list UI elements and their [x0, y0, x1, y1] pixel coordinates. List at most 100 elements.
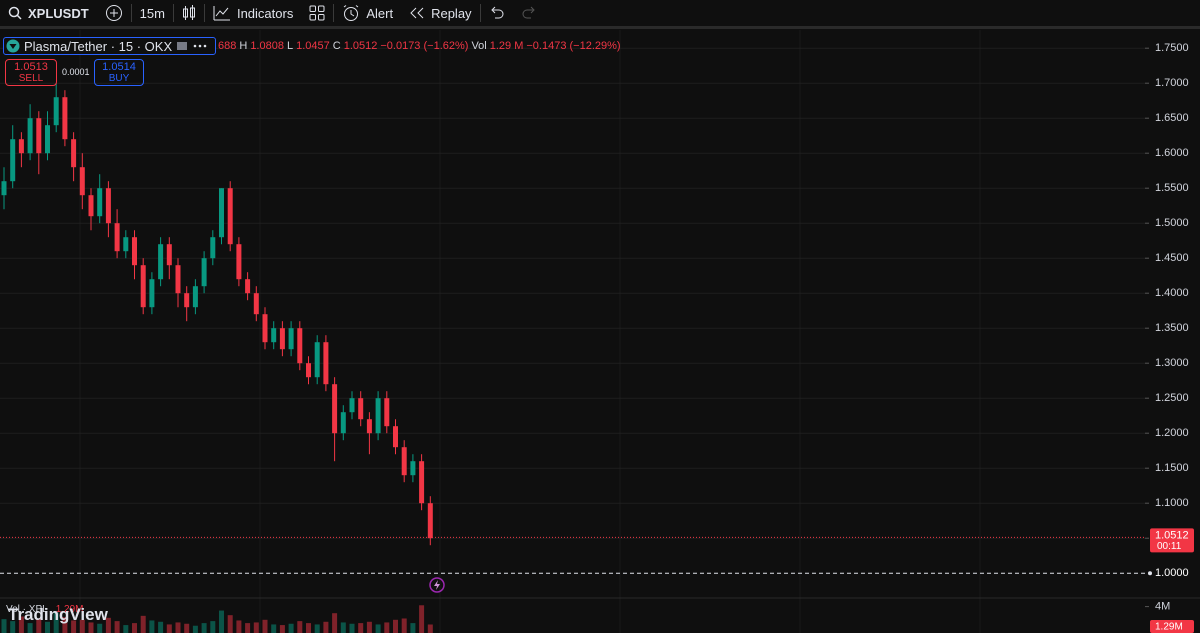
separator: [172, 4, 174, 22]
volume-bar: [158, 621, 164, 633]
candle-body: [427, 503, 433, 539]
event-marker: [429, 577, 445, 593]
volume-bar: [53, 612, 59, 633]
candle-body: [71, 139, 77, 168]
y-tick-label: 1.3500: [1155, 322, 1189, 334]
volume-bar: [210, 621, 216, 633]
candle-body: [245, 279, 251, 294]
indicators-button[interactable]: Indicators: [205, 0, 301, 26]
volume-bar: [227, 615, 233, 633]
volume-bar: [306, 623, 311, 633]
undo-icon: [490, 6, 504, 19]
volume-bar: [314, 624, 320, 633]
candle-body: [88, 195, 94, 217]
candle-body: [18, 139, 24, 154]
candle-body: [366, 419, 372, 434]
legend-value: C: [332, 40, 341, 52]
candle-body: [288, 328, 294, 350]
redo-button[interactable]: [513, 0, 545, 26]
candle-body: [45, 125, 50, 154]
separator: [130, 4, 132, 22]
toolbar: XPLUSDT 15m Indicators Alert Replay: [0, 0, 1200, 29]
candle-body: [114, 223, 120, 252]
alert-button[interactable]: Alert: [334, 0, 401, 26]
y-tick-label: 1.3000: [1155, 357, 1189, 369]
buy-price: 1.0514: [102, 61, 136, 73]
replay-button[interactable]: Replay: [401, 0, 479, 26]
candle-body: [401, 447, 407, 476]
volume-bar: [184, 623, 190, 633]
watermark: TradingView: [8, 605, 108, 624]
y-tick-label: 1.2000: [1155, 427, 1189, 439]
legend-value: 688: [218, 40, 237, 52]
volume-bar: [401, 618, 407, 633]
chart-type-button[interactable]: [174, 0, 204, 26]
more-icon: [193, 44, 207, 48]
exchange-icon: [6, 39, 20, 53]
volume-bar: [245, 623, 251, 633]
symbol-legend[interactable]: Plasma/Tether · 15 · OKX: [3, 37, 216, 55]
layout-button[interactable]: [301, 0, 333, 26]
volume-bar: [358, 623, 364, 633]
y-tick-label: 1.7500: [1155, 42, 1189, 54]
sell-button[interactable]: 1.0513 SELL: [5, 59, 57, 86]
volume-bar: [393, 619, 398, 633]
sell-label: SELL: [18, 73, 44, 84]
interval-button[interactable]: 15m: [132, 0, 173, 26]
symbol-search[interactable]: XPLUSDT: [0, 0, 97, 26]
legend-value: L: [286, 40, 294, 52]
candle-body: [323, 342, 329, 385]
event-icon: [434, 580, 440, 590]
countdown: 00:11: [1157, 541, 1182, 552]
candle-body: [332, 384, 338, 434]
volume-tag-label: 1.29M: [1155, 622, 1183, 633]
legend-value: 1.0808: [250, 40, 284, 52]
candle-body: [1, 181, 7, 196]
volume-bar: [114, 621, 120, 633]
interval: 15m: [139, 5, 165, 21]
volume-bar: [349, 623, 355, 633]
volume-bar: [279, 625, 285, 633]
buy-button[interactable]: 1.0514 BUY: [94, 59, 144, 86]
volume-bar: [262, 619, 268, 633]
candle-body: [140, 265, 146, 308]
legend-value: −0.1473 (−12.29%): [526, 40, 621, 52]
candle-body: [375, 398, 381, 434]
separator: [333, 4, 335, 22]
volume-bar: [1, 619, 7, 633]
candle-body: [253, 293, 259, 315]
candle-body: [105, 188, 111, 224]
search-icon: [8, 6, 22, 20]
undo-button[interactable]: [481, 0, 513, 26]
candle-body: [340, 412, 346, 434]
candle-body: [384, 398, 390, 427]
ohlc-values: 688 H 1.0808 L 1.0457 C 1.0512 −0.0173 (−1.62%)…: [218, 40, 621, 52]
volume-bar: [375, 624, 381, 633]
volume-bar: [79, 619, 85, 633]
volume-legend: Vol · XPL 1.29M: [6, 604, 84, 615]
volume-bar: [175, 622, 181, 633]
volume-name: Vol · XPL: [6, 604, 48, 615]
volume-bar: [427, 624, 433, 633]
candle-body: [279, 328, 285, 350]
legend-value: Vol: [471, 40, 487, 52]
y-tick-label: 1.1500: [1155, 462, 1189, 474]
candle-body: [184, 293, 190, 308]
candle-body: [201, 258, 207, 287]
plus-icon: [105, 5, 122, 21]
candle-body: [10, 139, 16, 182]
compare-button[interactable]: [97, 0, 131, 26]
replay: Replay: [431, 5, 472, 21]
volume-bar: [18, 616, 24, 633]
candle-body: [349, 398, 355, 413]
candle-body: [419, 461, 425, 504]
alert-dot: [1148, 571, 1152, 576]
candle-body: [79, 167, 85, 196]
candle-body: [97, 188, 103, 217]
candle-body: [236, 244, 242, 280]
legend-value: H: [239, 40, 248, 52]
y-tick-label: 1.1000: [1155, 497, 1189, 509]
legend-value: 1.0512: [343, 40, 378, 52]
